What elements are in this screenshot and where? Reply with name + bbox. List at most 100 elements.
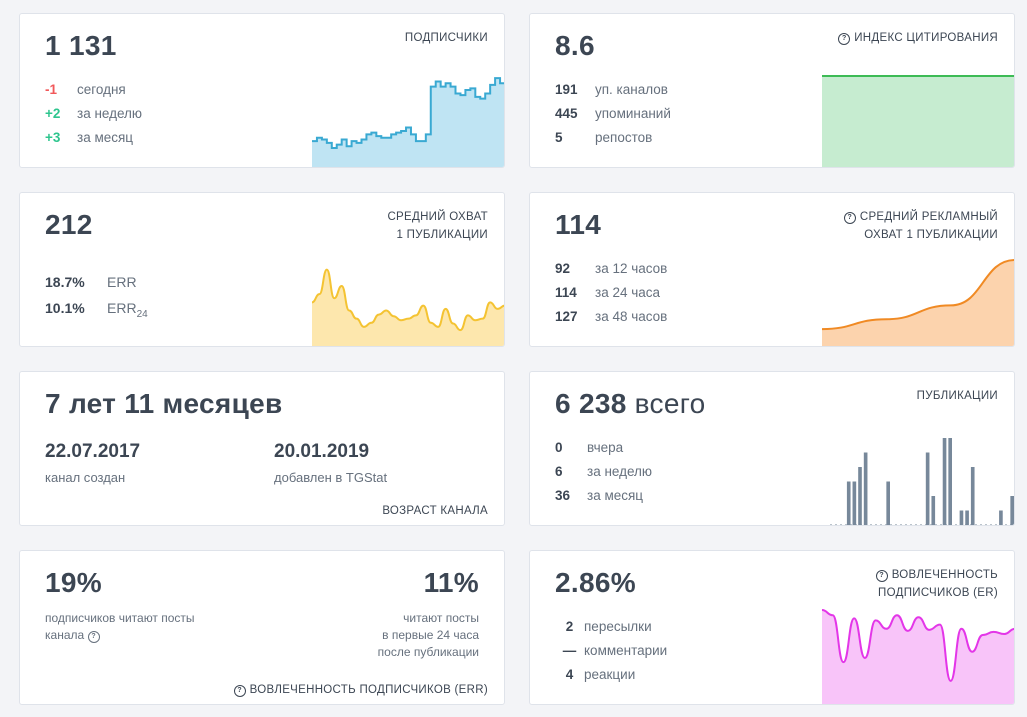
stat-row: — комментарии — [555, 643, 667, 658]
reach-sparkline — [312, 268, 504, 346]
err-label: ERR — [107, 274, 137, 290]
ad-reach-value: 114 — [555, 209, 602, 240]
stat-value: +3 — [45, 130, 61, 145]
err-left-label-line1: подписчиков читают посты — [45, 611, 195, 625]
subscribers-line — [312, 73, 504, 149]
reach-title-line2: 1 ПУБЛИКАЦИИ — [396, 229, 488, 241]
subscribers-sparkline — [312, 73, 504, 167]
average-reach-value: 212 — [45, 209, 93, 240]
stat-row: -1 сегодня — [45, 82, 126, 97]
er-line — [822, 609, 1014, 682]
er-value: 2.86% — [555, 567, 636, 598]
added-date: 20.01.2019 — [274, 441, 370, 462]
er-area — [822, 610, 1014, 704]
stat-row: 191 уп. каналов — [555, 82, 668, 97]
publications-count: 6 238 — [555, 388, 627, 419]
err24-value: 10.1% — [45, 300, 85, 316]
channel-age-value: 7 лет 11 месяцев — [45, 388, 283, 419]
er-title-line1: ВОВЛЕЧЕННОСТЬ — [891, 569, 998, 581]
publications-bar — [959, 510, 964, 525]
subscribers-title: ПОДПИСЧИКИ — [404, 32, 488, 44]
ad-reach-line — [822, 259, 1014, 331]
stat-label: комментарии — [584, 643, 668, 658]
question-circle-icon[interactable]: ? — [233, 685, 246, 697]
stat-value: -1 — [45, 82, 58, 97]
publications-bar — [852, 481, 857, 525]
stat-value: 4 — [565, 667, 574, 682]
err24-row: 10.1% ERR24 — [45, 300, 148, 320]
stat-label: пересылки — [584, 619, 652, 634]
citation-index-value: 8.6 — [555, 30, 595, 61]
question-circle-icon[interactable]: ? — [875, 570, 888, 582]
stat-value: 191 — [555, 82, 578, 97]
stat-value: 127 — [555, 309, 578, 324]
citation-sparkline — [822, 75, 1014, 167]
stat-row: 0 вчера — [555, 440, 623, 455]
stat-value: +2 — [45, 106, 61, 121]
publications-bar — [931, 496, 936, 525]
ad-reach-title: ? СРЕДНИЙ РЕКЛАМНЫЙ ОХВАТ 1 ПУБЛИКАЦИИ — [843, 208, 998, 244]
question-circle-icon[interactable]: ? — [838, 33, 851, 45]
er-sparkline — [822, 609, 1014, 704]
stat-row: 114 за 24 часа — [555, 285, 660, 300]
ad-reach-area — [822, 260, 1014, 346]
added-label: добавлен в TGStat — [274, 470, 388, 485]
err-left-value: 19% — [45, 567, 102, 598]
er-title: ? ВОВЛЕЧЕННОСТЬ ПОДПИСЧИКОВ (ER) — [875, 566, 998, 602]
err-value: 18.7% — [45, 274, 85, 290]
reach-card[interactable]: 212 СРЕДНИЙ ОХВАТ 1 ПУБЛИКАЦИИ 18.7% ERR … — [19, 192, 505, 347]
stat-row: 2 пересылки — [555, 619, 652, 634]
err24-subscript: 24 — [136, 308, 148, 320]
reach-area — [312, 269, 504, 346]
stat-label: вчера — [587, 440, 624, 455]
stat-label: реакции — [584, 667, 636, 682]
publications-bar — [886, 481, 890, 525]
publications-bar — [858, 467, 862, 525]
err-title: ? ВОВЛЕЧЕННОСТЬ ПОДПИСЧИКОВ (ERR) — [233, 681, 488, 699]
publications-bar-chart — [830, 438, 1014, 525]
stat-value: 114 — [555, 285, 577, 300]
stat-value: 5 — [555, 130, 563, 145]
stat-label: репостов — [595, 130, 653, 145]
err-left-label: подписчиков читают посты канала ? — [45, 610, 195, 644]
stat-label: за 24 часа — [595, 285, 661, 300]
subscribers-card[interactable]: 1 131 ПОДПИСЧИКИ -1 сегодня +2 за неделю +… — [19, 13, 505, 168]
stat-label: за месяц — [77, 130, 134, 145]
publications-bar — [948, 438, 952, 525]
publications-card[interactable]: 6 238 всего ПУБЛИКАЦИИ 0 вчера 6 за неделю… — [529, 371, 1015, 526]
err-right-label-line1: читают посты — [403, 611, 479, 625]
err-title-text: ВОВЛЕЧЕННОСТЬ ПОДПИСЧИКОВ (ERR) — [249, 684, 488, 696]
stat-row: 4 реакции — [555, 667, 636, 682]
stat-label: уп. каналов — [595, 82, 668, 97]
stat-row: 5 репостов — [555, 130, 652, 145]
publications-bar — [999, 510, 1003, 525]
err24-label: ERR — [107, 300, 137, 316]
stat-row: +2 за неделю — [45, 106, 142, 121]
publications-bar — [970, 467, 975, 525]
stat-label: упоминаний — [595, 106, 671, 121]
err-card[interactable]: 19% подписчиков читают посты канала ? 11… — [19, 550, 505, 705]
err-right-value: 11% — [423, 567, 479, 598]
stat-row: 36 за месяц — [555, 488, 643, 503]
stat-value: 0 — [555, 440, 563, 455]
stat-label: за 48 часов — [595, 309, 668, 324]
stat-value: 92 — [555, 261, 571, 276]
channel-age-card[interactable]: 7 лет 11 месяцев 22.07.2017 канал создан… — [19, 371, 505, 526]
stat-value: 36 — [555, 488, 571, 503]
stat-value: 445 — [555, 106, 578, 121]
reach-title-line1: СРЕДНИЙ ОХВАТ — [387, 211, 488, 223]
stat-row: 445 упоминаний — [555, 106, 671, 121]
publications-title: ПУБЛИКАЦИИ — [916, 390, 998, 402]
question-circle-icon[interactable]: ? — [843, 212, 856, 224]
created-label: канал создан — [45, 470, 126, 485]
stat-label: за месяц — [587, 488, 644, 503]
channel-age-title: ВОЗРАСТ КАНАЛА — [382, 505, 488, 517]
ad-reach-title-line1: СРЕДНИЙ РЕКЛАМНЫЙ — [859, 211, 998, 223]
question-circle-icon[interactable]: ? — [87, 631, 100, 643]
ad-reach-card[interactable]: 114 ? СРЕДНИЙ РЕКЛАМНЫЙ ОХВАТ 1 ПУБЛИКАЦИ… — [529, 192, 1015, 347]
citation-area — [822, 76, 1014, 167]
citation-title-text: ИНДЕКС ЦИТИРОВАНИЯ — [854, 32, 998, 44]
err-left-label-line2: канала — [45, 628, 85, 642]
citation-card[interactable]: 8.6 ? ИНДЕКС ЦИТИРОВАНИЯ 191 уп. каналов 4… — [529, 13, 1015, 168]
